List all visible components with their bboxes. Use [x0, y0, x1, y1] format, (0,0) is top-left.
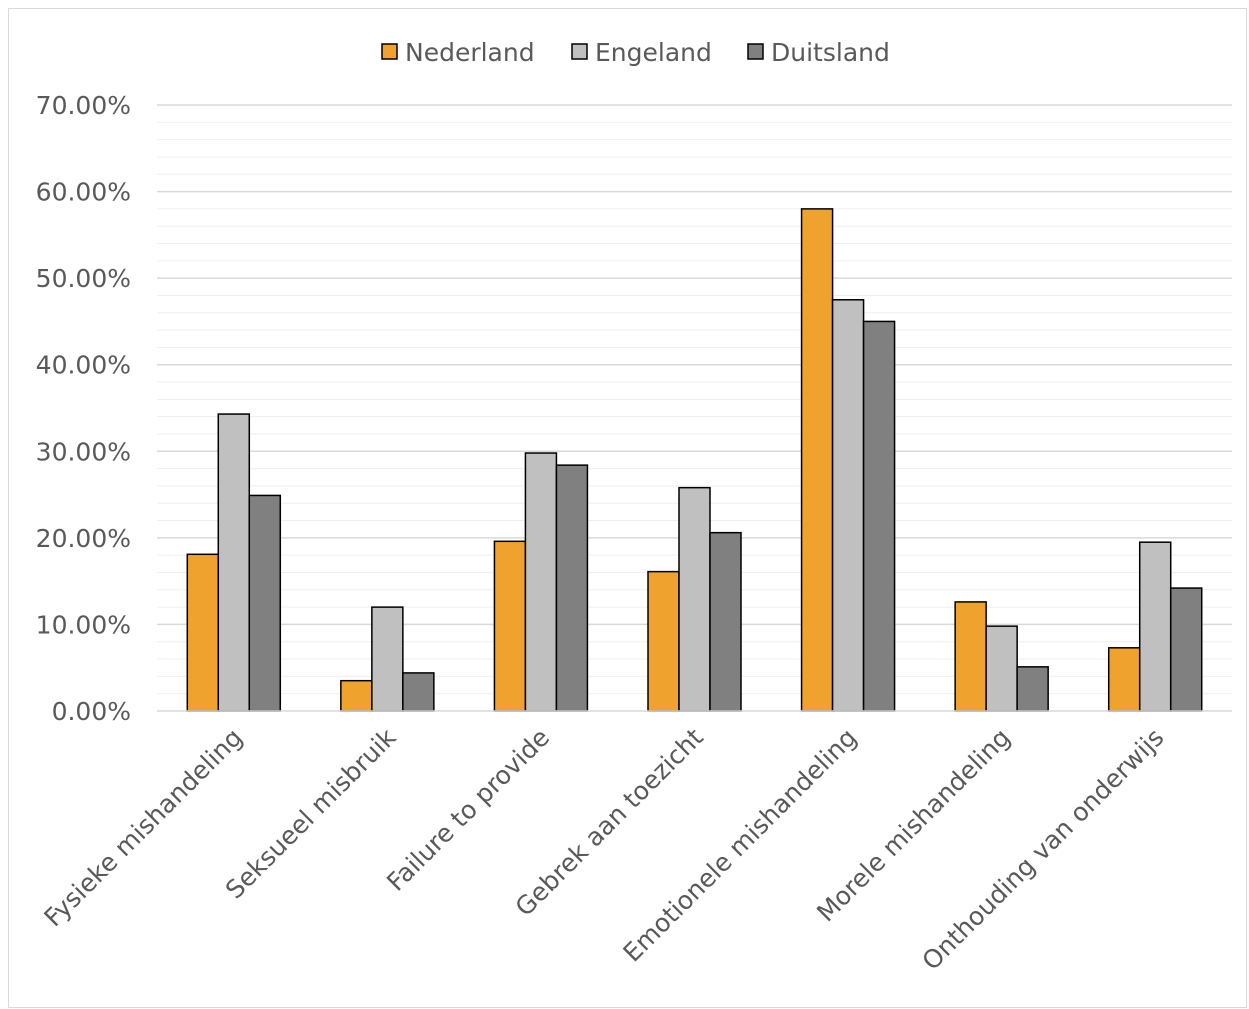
- x-category-label: Failure to provide: [381, 723, 555, 897]
- x-category-label: Seksueel misbruik: [220, 722, 402, 904]
- bar-duitsland-2: [402, 672, 435, 712]
- legend-label-engeland: Engeland: [595, 38, 712, 67]
- y-tick-label: 20.00%: [36, 524, 131, 553]
- legend: Nederland Engeland Duitsland: [381, 38, 890, 67]
- y-tick-label: 70.00%: [36, 91, 131, 120]
- bar-nederland-3: [493, 540, 527, 712]
- bar-nederland-5: [800, 208, 834, 712]
- x-category-label: Onthouding van onderwijs: [917, 723, 1170, 976]
- legend-swatch-engeland: [571, 43, 588, 60]
- bar-nederland-2: [340, 679, 373, 712]
- bar-engeland-1: [217, 413, 251, 712]
- bar-duitsland-6: [1016, 666, 1049, 712]
- bar-engeland-5: [831, 299, 865, 712]
- y-tick-label: 50.00%: [36, 264, 131, 293]
- bar-duitsland-3: [555, 464, 589, 712]
- bar-engeland-2: [371, 606, 404, 712]
- bar-engeland-3: [524, 452, 558, 712]
- y-tick-label: 0.00%: [52, 697, 131, 726]
- legend-swatch-duitsland: [747, 43, 764, 60]
- bar-nederland-4: [647, 570, 680, 712]
- bar-engeland-7: [1138, 541, 1172, 712]
- bar-nederland-1: [186, 553, 220, 712]
- y-tick-label: 30.00%: [36, 437, 131, 466]
- bar-duitsland-1: [248, 494, 282, 712]
- legend-swatch-nederland: [381, 43, 398, 60]
- bar-engeland-6: [985, 625, 1018, 712]
- y-tick-label: 60.00%: [36, 178, 131, 207]
- bar-engeland-4: [678, 486, 711, 712]
- legend-label-nederland: Nederland: [405, 38, 535, 67]
- bar-nederland-7: [1107, 647, 1141, 712]
- x-category-label: Fysieke mishandeling: [38, 723, 248, 933]
- y-tick-label: 40.00%: [36, 351, 131, 380]
- y-axis-ticks: 0.00% 10.00% 20.00% 30.00% 40.00% 50.00% 60.00…: [36, 91, 131, 726]
- y-tick-label: 10.00%: [36, 610, 131, 639]
- bars: [186, 208, 1203, 712]
- bar-duitsland-7: [1169, 587, 1203, 712]
- bar-duitsland-4: [709, 531, 742, 712]
- legend-label-duitsland: Duitsland: [771, 38, 890, 67]
- bar-duitsland-5: [862, 320, 896, 712]
- bar-nederland-6: [954, 601, 987, 712]
